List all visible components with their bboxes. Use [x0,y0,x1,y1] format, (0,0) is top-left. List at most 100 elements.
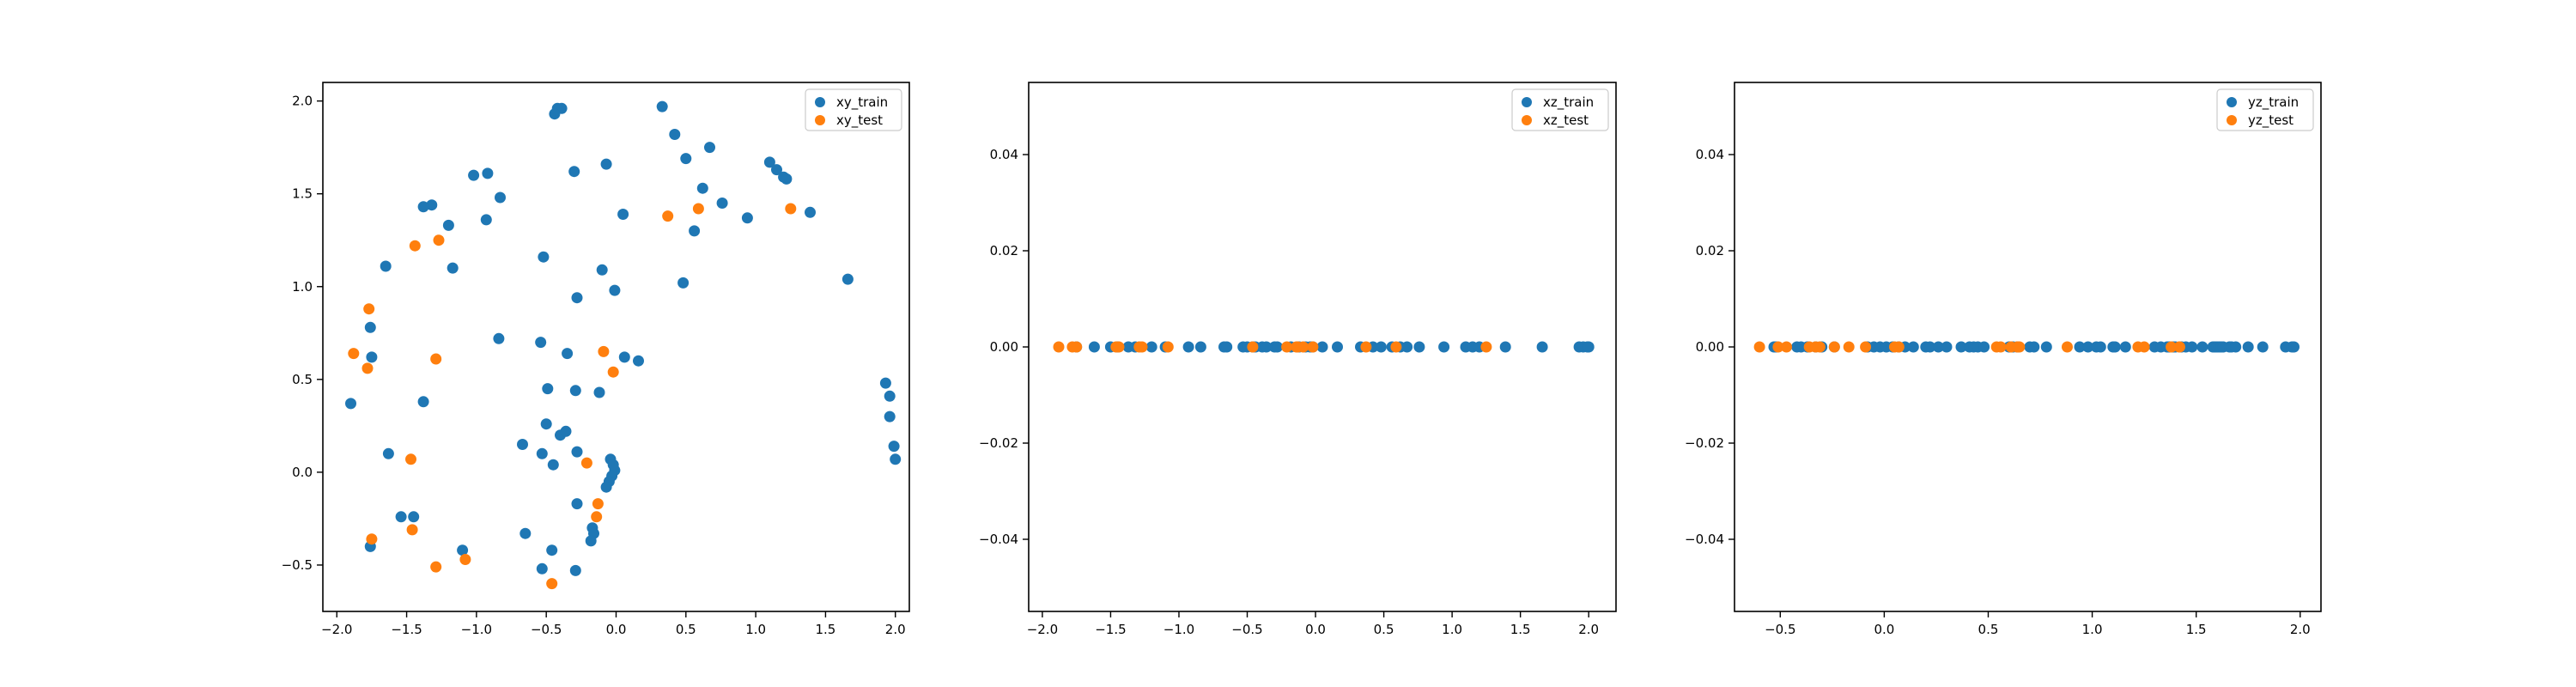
data-point-yz_train [2082,341,2094,353]
data-point-xy_train [618,351,630,363]
data-point-xy_train [716,198,728,209]
data-point-xy_train [457,544,469,556]
data-point-xy_test [592,498,604,510]
data-point-yz_test [2173,341,2185,353]
y-tick-label: −0.04 [1685,532,1724,547]
data-point-xy_train [888,441,900,453]
data-point-xy_test [361,362,374,374]
data-point-xy_train [442,219,454,231]
data-point-xz_test [1360,341,1372,353]
data-point-xy_test [348,348,360,360]
data-point-xy_train [538,251,550,263]
data-point-xz_train [1375,341,1387,353]
data-point-xy_train [704,142,715,154]
data-point-xz_test [1390,341,1402,353]
data-point-xy_train [781,173,793,185]
data-point-xy_train [408,511,420,523]
y-tick-label: −0.5 [282,557,313,573]
data-point-xz_test [1071,341,1083,353]
data-point-yz_test [1893,341,1905,353]
legend-box [1511,88,1609,131]
data-point-xy_test [546,578,558,590]
data-point-xz_test [1297,341,1309,353]
data-point-yz_train [2028,341,2040,353]
y-tick-label: 0.02 [990,243,1018,258]
x-tick-label: 1.0 [2082,622,2103,637]
data-point-xy_train [447,262,459,274]
chart-panel-2: −2.0 −1.5 −1.0 −0.5 0.0 0.5 1.0 1.5 2.0 −0.04 −0.0… [979,82,1617,637]
legend-marker [2227,115,2237,125]
data-point-xy_train [542,383,554,395]
data-point-xz_train [1401,341,1413,353]
data-point-xz_train [1221,341,1233,353]
legend-marker [815,115,825,125]
data-point-xy_train [669,129,681,140]
data-point-yz_test [2166,341,2178,353]
y-tick-label: 0.04 [990,147,1018,162]
data-point-yz_train [1907,341,1919,353]
x-tick-label: −1.0 [1163,622,1194,637]
data-point-xy_train [569,385,581,397]
data-point-xy_train [540,418,552,430]
data-point-xy_train [426,199,438,211]
data-point-xy_train [884,390,896,402]
data-point-yz_test [1828,341,1840,353]
y-tick-label: 0.00 [990,339,1018,355]
x-tick-label: 0.0 [1874,622,1894,637]
data-point-yz_train [2257,341,2269,353]
data-point-xy_test [785,203,797,215]
x-tick-label: 0.5 [676,622,696,637]
data-point-xz_test [1480,341,1492,353]
data-points [1753,341,2300,353]
data-point-yz_train [2196,341,2208,353]
data-point-xz_train [1413,341,1425,353]
data-point-xy_train [771,164,782,176]
data-point-xy_test [405,453,416,465]
data-point-xz_train [1536,341,1548,353]
data-point-xz_train [1261,341,1273,353]
legend-label: xy_train [836,94,888,111]
x-tick-label: −2.0 [321,622,352,637]
data-point-xy_train [596,264,608,276]
data-point-xy_train [841,273,854,285]
data-point-xy_train [890,453,902,465]
data-point-yz_train [2288,341,2300,353]
data-point-xy_train [493,332,505,344]
y-tick-label: −0.04 [979,532,1018,547]
data-point-xy_train [366,351,378,363]
data-point-yz_train [2242,341,2254,353]
data-point-xy_test [430,561,442,573]
data-point-yz_test [1814,341,1826,353]
data-point-xy_train [546,544,558,556]
data-point-xy_train [345,398,356,410]
data-point-xz_test [1247,341,1259,353]
data-point-yz_train [1924,341,1936,353]
data-point-xy_test [607,366,619,378]
data-point-yz_train [1978,341,1990,353]
data-point-xy_train [593,386,605,398]
data-point-xy_train [805,206,816,218]
data-point-xz_train [1145,341,1157,353]
y-tick-label: 0.00 [1696,339,1724,355]
data-point-xz_train [1499,341,1511,353]
data-point-xy_train [480,214,492,226]
data-point-yz_train [2109,341,2121,353]
legend-label: xz_train [1543,94,1594,111]
data-point-yz_test [2138,341,2150,353]
x-tick-label: 0.5 [1978,622,1999,637]
data-point-xy_train [600,481,612,493]
data-point-yz_train [2119,341,2131,353]
data-point-xy_train [380,260,392,272]
data-point-xy_train [633,355,644,367]
data-point-xz_test [1053,341,1065,353]
data-point-xz_test [1113,341,1125,353]
data-point-xy_train [495,192,506,204]
x-tick-label: 2.0 [1578,622,1599,637]
data-point-xz_train [1194,341,1206,353]
data-point-xy_test [580,457,592,469]
y-tick-label: 1.5 [292,186,313,202]
legend-label: xy_test [836,112,883,129]
x-tick-label: −2.0 [1027,622,1058,637]
